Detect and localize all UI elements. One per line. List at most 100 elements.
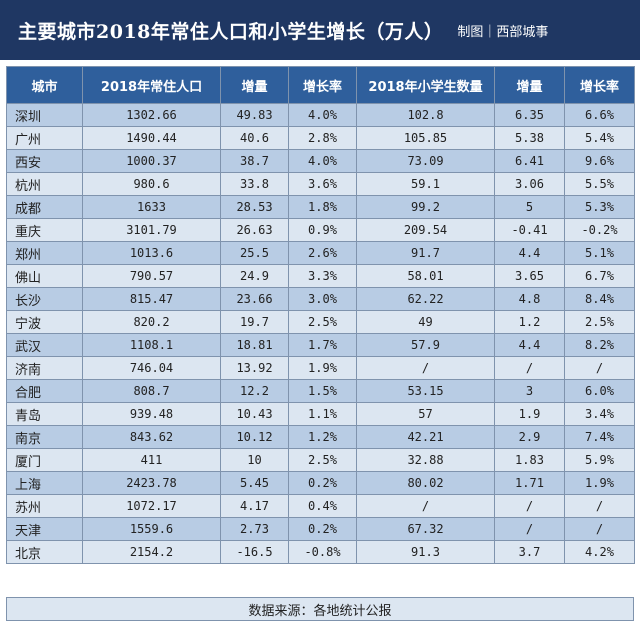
city-cell: 广州 xyxy=(6,126,83,150)
population-growth-rate-cell: 4.0% xyxy=(288,103,357,127)
population-increase-cell: 25.5 xyxy=(220,241,289,265)
population-cell: 808.7 xyxy=(82,379,221,403)
population-growth-rate-cell: 1.5% xyxy=(288,379,357,403)
city-cell: 上海 xyxy=(6,471,83,495)
city-cell: 长沙 xyxy=(6,287,83,311)
population-growth-rate-cell: 1.8% xyxy=(288,195,357,219)
pupil-growth-rate-cell: / xyxy=(564,494,635,518)
population-increase-cell: 12.2 xyxy=(220,379,289,403)
city-cell: 武汉 xyxy=(6,333,83,357)
pupils-cell: 58.01 xyxy=(356,264,495,288)
table-row: 广州 1490.44 40.6 2.8% 105.85 5.38 5.4% xyxy=(6,126,635,150)
population-increase-cell: 10 xyxy=(220,448,289,472)
city-cell: 成都 xyxy=(6,195,83,219)
table-row: 上海 2423.78 5.45 0.2% 80.02 1.71 1.9% xyxy=(6,471,635,495)
population-increase-cell: -16.5 xyxy=(220,540,289,564)
data-table: 城市 2018年常住人口 增量 增长率 2018年小学生数量 增量 增长率 深圳… xyxy=(6,66,635,564)
population-growth-rate-cell: 2.5% xyxy=(288,310,357,334)
city-cell: 佛山 xyxy=(6,264,83,288)
population-cell: 1072.17 xyxy=(82,494,221,518)
population-growth-rate-cell: 3.3% xyxy=(288,264,357,288)
pupil-growth-rate-cell: 2.5% xyxy=(564,310,635,334)
population-cell: 411 xyxy=(82,448,221,472)
pupils-cell: 57 xyxy=(356,402,495,426)
pupil-increase-cell: 6.41 xyxy=(494,149,565,173)
column-header-city: 城市 xyxy=(6,66,83,104)
population-growth-rate-cell: 2.6% xyxy=(288,241,357,265)
pupils-cell: 73.09 xyxy=(356,149,495,173)
population-growth-rate-cell: 1.2% xyxy=(288,425,357,449)
city-cell: 合肥 xyxy=(6,379,83,403)
pupil-growth-rate-cell: 1.9% xyxy=(564,471,635,495)
pupils-cell: 67.32 xyxy=(356,517,495,541)
table-row: 济南 746.04 13.92 1.9% / / / xyxy=(6,356,635,380)
population-growth-rate-cell: 2.5% xyxy=(288,448,357,472)
population-cell: 843.62 xyxy=(82,425,221,449)
population-cell: 2154.2 xyxy=(82,540,221,564)
population-increase-cell: 19.7 xyxy=(220,310,289,334)
city-cell: 郑州 xyxy=(6,241,83,265)
pupil-increase-cell: 4.4 xyxy=(494,241,565,265)
population-increase-cell: 23.66 xyxy=(220,287,289,311)
column-header-pupil-growth-rate: 增长率 xyxy=(564,66,635,104)
city-cell: 深圳 xyxy=(6,103,83,127)
pupils-cell: 80.02 xyxy=(356,471,495,495)
population-cell: 746.04 xyxy=(82,356,221,380)
table-row: 宁波 820.2 19.7 2.5% 49 1.2 2.5% xyxy=(6,310,635,334)
table-row: 合肥 808.7 12.2 1.5% 53.15 3 6.0% xyxy=(6,379,635,403)
pupils-cell: 105.85 xyxy=(356,126,495,150)
pupil-growth-rate-cell: 5.5% xyxy=(564,172,635,196)
column-header-population-growth-rate: 增长率 xyxy=(288,66,357,104)
source-tag: 制图｜西部城事 xyxy=(457,24,549,40)
table-row: 成都 1633 28.53 1.8% 99.2 5 5.3% xyxy=(6,195,635,219)
city-cell: 西安 xyxy=(6,149,83,173)
table-row: 重庆 3101.79 26.63 0.9% 209.54 -0.41 -0.2% xyxy=(6,218,635,242)
pupils-cell: / xyxy=(356,356,495,380)
city-cell: 青岛 xyxy=(6,402,83,426)
pupil-growth-rate-cell: 9.6% xyxy=(564,149,635,173)
pupil-growth-rate-cell: 6.6% xyxy=(564,103,635,127)
pupils-cell: 57.9 xyxy=(356,333,495,357)
population-increase-cell: 24.9 xyxy=(220,264,289,288)
population-increase-cell: 10.12 xyxy=(220,425,289,449)
pupil-growth-rate-cell: 7.4% xyxy=(564,425,635,449)
pupil-growth-rate-cell: 5.4% xyxy=(564,126,635,150)
table-row: 西安 1000.37 38.7 4.0% 73.09 6.41 9.6% xyxy=(6,149,635,173)
population-cell: 1000.37 xyxy=(82,149,221,173)
population-cell: 1633 xyxy=(82,195,221,219)
pupil-increase-cell: / xyxy=(494,517,565,541)
city-cell: 重庆 xyxy=(6,218,83,242)
pupil-increase-cell: 3.06 xyxy=(494,172,565,196)
pupil-increase-cell: 3 xyxy=(494,379,565,403)
population-increase-cell: 13.92 xyxy=(220,356,289,380)
table-row: 天津 1559.6 2.73 0.2% 67.32// xyxy=(6,517,635,541)
table-row: 北京 2154.2 -16.5 -0.8% 91.3 3.7 4.2% xyxy=(6,540,635,564)
population-cell: 815.47 xyxy=(82,287,221,311)
population-growth-rate-cell: 0.9% xyxy=(288,218,357,242)
population-increase-cell: 40.6 xyxy=(220,126,289,150)
pupil-growth-rate-cell: 3.4% xyxy=(564,402,635,426)
population-growth-rate-cell: 1.7% xyxy=(288,333,357,357)
pupil-growth-rate-cell: 5.3% xyxy=(564,195,635,219)
pupil-growth-rate-cell: / xyxy=(564,356,635,380)
table-row: 南京 843.62 10.12 1.2% 42.21 2.9 7.4% xyxy=(6,425,635,449)
column-header-population-increase: 增量 xyxy=(220,66,289,104)
city-cell: 济南 xyxy=(6,356,83,380)
pupil-increase-cell: 1.9 xyxy=(494,402,565,426)
table-row: 青岛 939.48 10.43 1.1% 57 1.9 3.4% xyxy=(6,402,635,426)
data-source-note: 数据来源：各地统计公报 xyxy=(6,597,634,621)
pupils-cell: 53.15 xyxy=(356,379,495,403)
population-increase-cell: 4.17 xyxy=(220,494,289,518)
table-row: 郑州 1013.6 25.5 2.6% 91.7 4.4 5.1% xyxy=(6,241,635,265)
table-row: 武汉 1108.1 18.81 1.7% 57.9 4.4 8.2% xyxy=(6,333,635,357)
pupil-increase-cell: 6.35 xyxy=(494,103,565,127)
city-cell: 苏州 xyxy=(6,494,83,518)
pupils-cell: 102.8 xyxy=(356,103,495,127)
pupils-cell: 209.54 xyxy=(356,218,495,242)
table-row: 苏州 1072.17 4.17 0.4% / / / xyxy=(6,494,635,518)
pupil-increase-cell: 1.83 xyxy=(494,448,565,472)
population-cell: 2423.78 xyxy=(82,471,221,495)
population-cell: 3101.79 xyxy=(82,218,221,242)
population-increase-cell: 18.81 xyxy=(220,333,289,357)
pupils-cell: 99.2 xyxy=(356,195,495,219)
